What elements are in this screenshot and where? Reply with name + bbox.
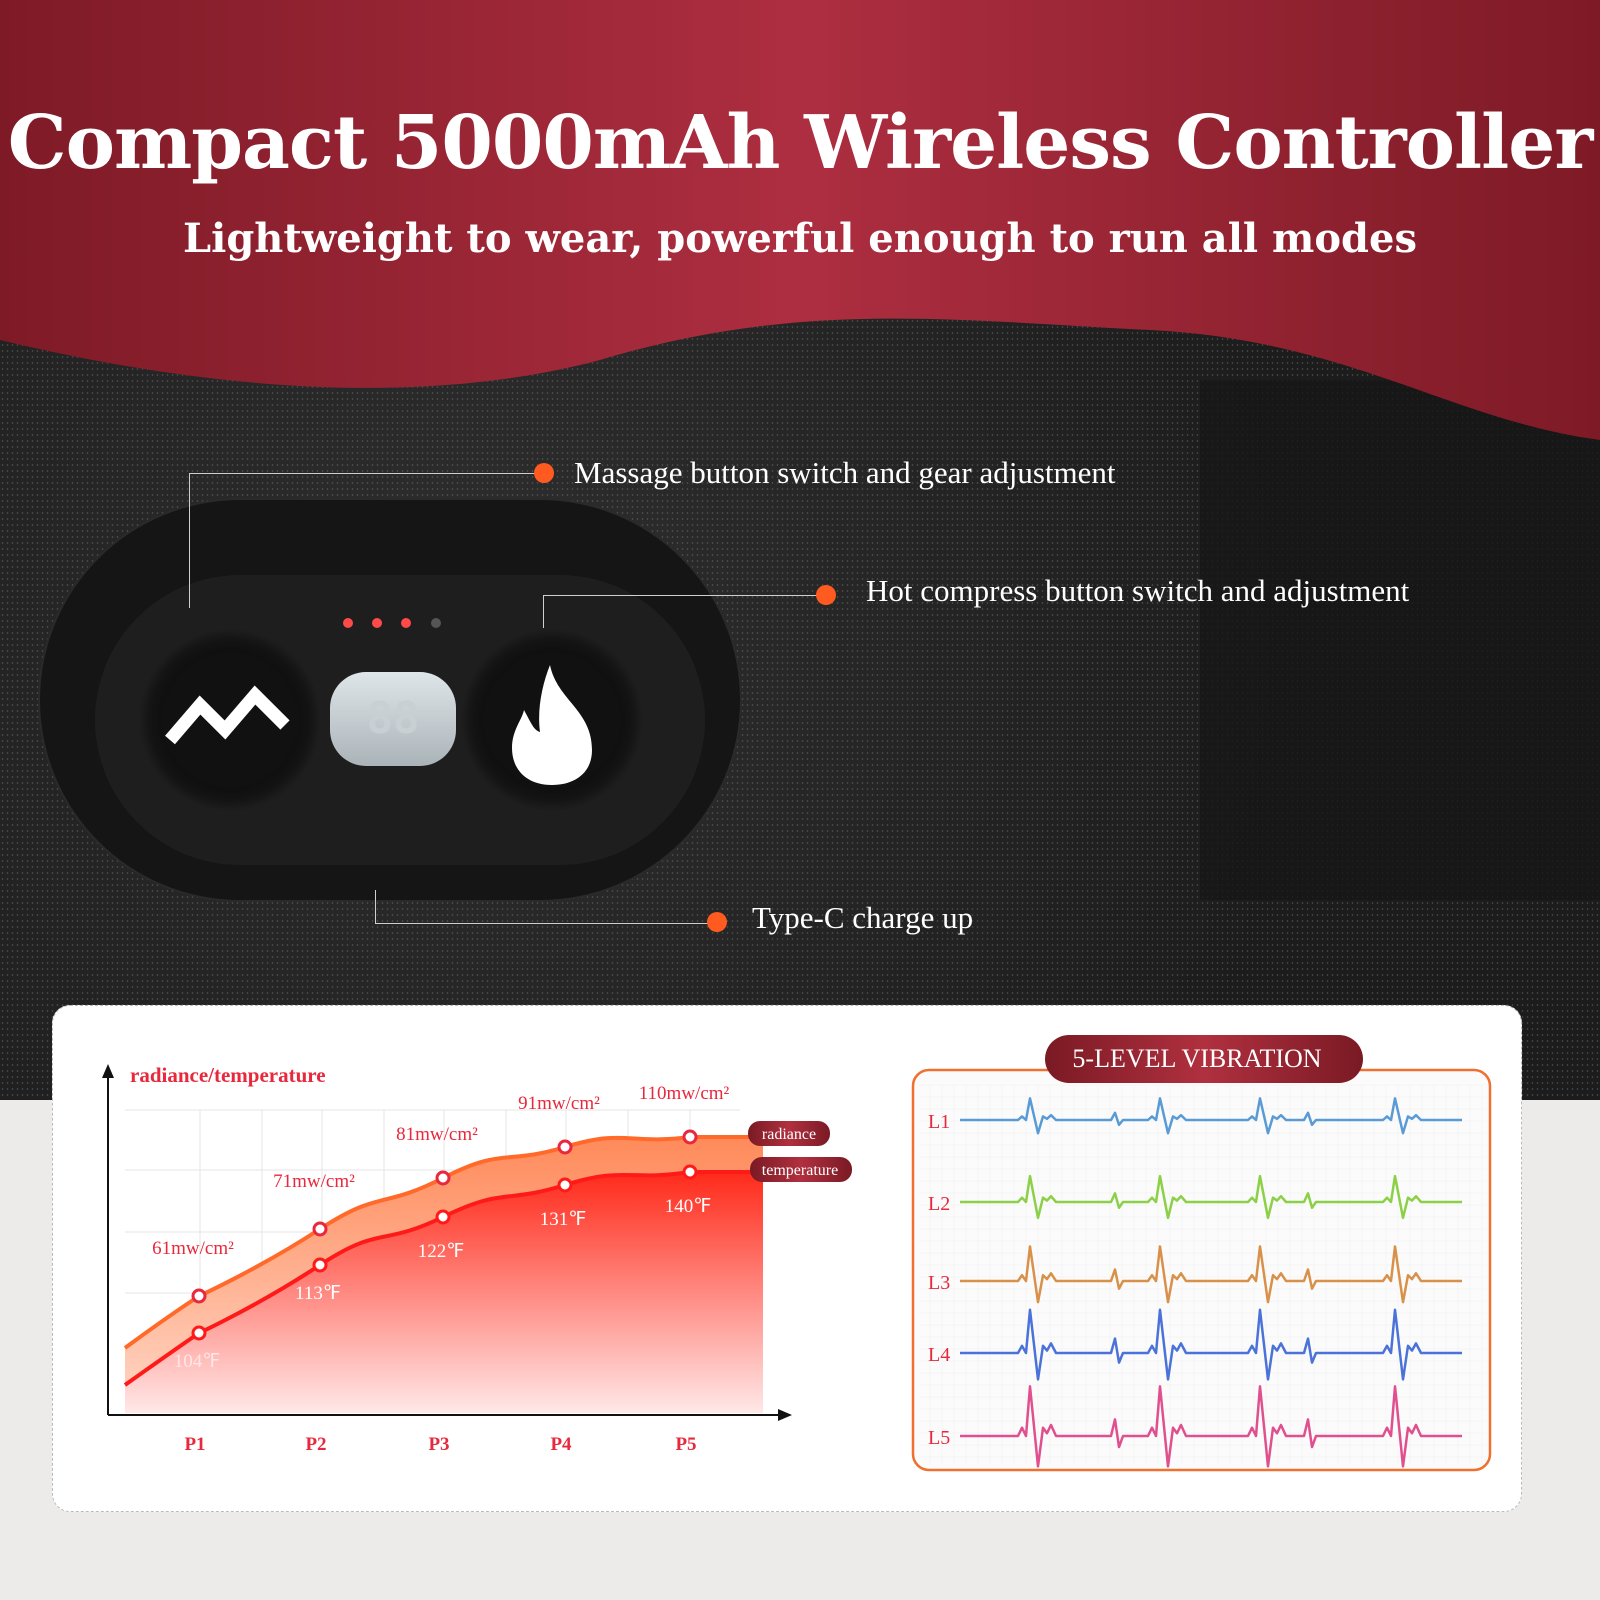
vibration-wave-L3 <box>960 1245 1462 1304</box>
callout-dot <box>816 585 836 605</box>
y-axis-arrow <box>102 1064 114 1078</box>
temperature-point <box>557 1177 573 1193</box>
temperature-point <box>191 1325 207 1341</box>
wave-icon <box>165 685 290 745</box>
level-label: L1 <box>928 1111 950 1133</box>
temperature-data-label: 122℉ <box>418 1241 465 1262</box>
temperature-data-label: 140℉ <box>665 1196 712 1217</box>
callout-dot <box>707 912 727 932</box>
legend-temperature-label: temperature <box>762 1162 838 1179</box>
page-subtitle: Lightweight to wear, powerful enough to … <box>183 215 1417 262</box>
radiance-point <box>191 1288 207 1304</box>
radiance-data-label: 91mw/cm² <box>518 1093 600 1114</box>
velcro-strap <box>1200 380 1600 900</box>
level-led <box>343 618 353 628</box>
massage-button[interactable] <box>140 630 320 810</box>
callout-dot <box>534 463 554 483</box>
callout-typec: Type-C charge up <box>752 900 974 935</box>
radiance-data-label: 81mw/cm² <box>396 1124 478 1145</box>
callout-massage: Massage button switch and gear adjustmen… <box>574 455 1116 490</box>
temperature-data-label: 104℉ <box>174 1351 221 1372</box>
callout-hot: Hot compress button switch and adjustmen… <box>866 573 1410 608</box>
level-label: L3 <box>928 1272 950 1294</box>
radiance-point <box>312 1221 328 1237</box>
legend-radiance <box>748 1121 830 1146</box>
radiance-data-label: 61mw/cm² <box>152 1238 234 1259</box>
radiance-point <box>557 1139 573 1155</box>
radiance-data-label: 71mw/cm² <box>273 1171 355 1192</box>
x-tick-label: P3 <box>428 1434 449 1455</box>
vibration-wave-L1 <box>960 1097 1462 1135</box>
x-tick-label: P2 <box>305 1434 326 1455</box>
callout-line <box>189 473 544 608</box>
temperature-data-label: 131℉ <box>540 1209 587 1230</box>
temperature-data-label: 113℉ <box>295 1283 341 1304</box>
level-led <box>431 618 441 628</box>
x-tick-label: P5 <box>675 1434 696 1455</box>
y-axis-label: radiance/temperature <box>130 1063 326 1087</box>
legend-temperature <box>750 1157 852 1182</box>
vibration-title-pill <box>1045 1035 1363 1083</box>
page-title: Compact 5000mAh Wireless Controller <box>7 100 1594 186</box>
radiance-data-label: 110mw/cm² <box>639 1083 730 1104</box>
vibration-wave-L4 <box>960 1308 1462 1381</box>
header-banner <box>0 0 1600 440</box>
radiance-point <box>682 1129 698 1145</box>
x-tick-label: P1 <box>184 1434 205 1455</box>
temperature-point <box>682 1164 698 1180</box>
level-led <box>401 618 411 628</box>
temperature-point <box>435 1209 451 1225</box>
flame-icon <box>512 665 592 785</box>
vibration-wave-L5 <box>960 1385 1462 1468</box>
x-axis-arrow <box>778 1409 792 1421</box>
temperature-point <box>312 1257 328 1273</box>
legend-radiance-label: radiance <box>762 1126 816 1143</box>
heat-button[interactable] <box>462 630 642 810</box>
level-label: L4 <box>928 1344 950 1366</box>
vibration-title: 5-LEVEL VIBRATION <box>1072 1044 1321 1073</box>
radiance-point <box>435 1170 451 1186</box>
x-tick-label: P4 <box>550 1434 572 1455</box>
level-label: L5 <box>928 1427 950 1449</box>
digital-display: 88 <box>330 672 456 766</box>
vibration-wave-L2 <box>960 1174 1462 1220</box>
callout-line <box>375 890 717 924</box>
callout-line <box>543 595 825 628</box>
level-label: L2 <box>928 1193 950 1215</box>
level-led <box>372 618 382 628</box>
